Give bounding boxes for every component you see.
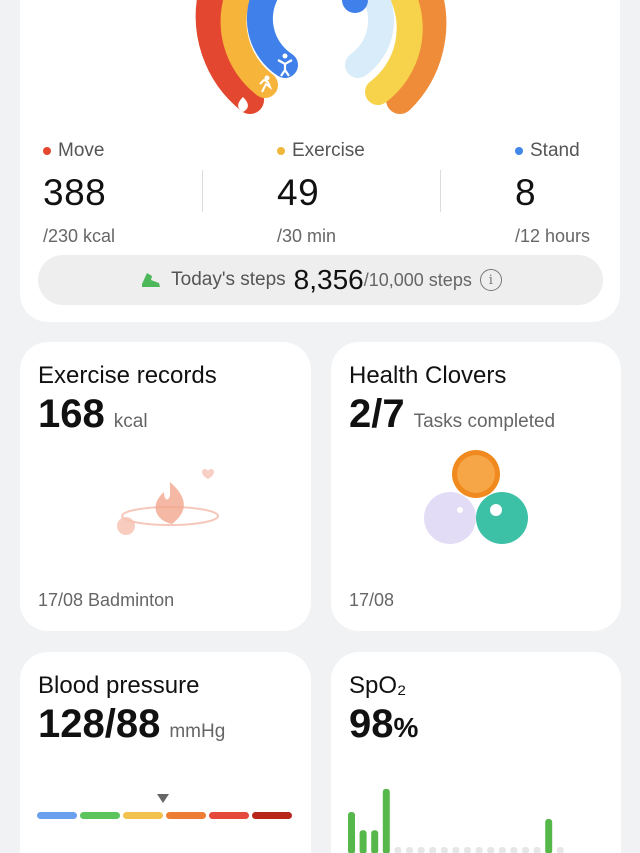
spo2-bar — [452, 847, 460, 853]
exercise-dot — [277, 147, 285, 155]
card-title: SpO₂ — [349, 672, 407, 699]
spo2-unit: % — [393, 712, 419, 743]
exercise-records-value: 168 — [38, 392, 105, 436]
info-icon[interactable]: i — [479, 269, 502, 291]
bp-segment — [209, 812, 249, 819]
spo2-bar — [440, 847, 448, 853]
bp-segment — [37, 812, 77, 819]
spo2-bar — [382, 788, 390, 853]
bp-segment — [166, 812, 206, 819]
exercise-value: 49 — [277, 172, 320, 213]
health-clovers-unit: Tasks completed — [413, 411, 556, 432]
health-clovers-footer: 17/08 — [349, 590, 395, 610]
steps-label: Today's steps — [171, 269, 286, 290]
spo2-bar — [522, 847, 529, 853]
divider — [440, 170, 441, 212]
spo2-bar — [510, 847, 518, 853]
divider — [202, 170, 203, 212]
flame-icon — [238, 97, 248, 112]
blood-pressure-card[interactable]: Blood pressure 128/88 mmHg — [20, 652, 311, 853]
spo2-bar — [556, 847, 564, 853]
activity-rings[interactable] — [0, 0, 640, 130]
steps-total: /10,000 steps — [363, 269, 472, 290]
steps-value: 8,356 — [293, 264, 364, 295]
shoe-icon — [142, 273, 161, 287]
spo2-bar — [371, 830, 379, 853]
exercise-goal: /30 min — [277, 226, 337, 246]
exercise-ring-right — [365, 0, 423, 105]
spo2-bar — [498, 847, 506, 853]
blood-pressure-unit: mmHg — [169, 721, 226, 742]
move-dot — [43, 147, 51, 155]
health-clovers-value: 2/7 — [349, 392, 405, 436]
spo2-bar — [348, 812, 355, 853]
runner-icon — [259, 75, 273, 93]
spo2-card[interactable]: SpO₂ 98% — [331, 652, 621, 853]
blood-pressure-value: 128/88 — [38, 702, 161, 746]
spo2-bar — [545, 819, 553, 853]
spo2-bar — [394, 847, 402, 853]
steps-pill[interactable]: Today's steps 8,356 /10,000 steps i — [38, 255, 603, 305]
spo2-value: 98 — [349, 702, 394, 746]
spo2-bar — [417, 847, 425, 853]
stand-goal: /12 hours — [515, 226, 591, 246]
blood-pressure-range-bar — [37, 794, 292, 819]
bp-segment — [123, 812, 163, 819]
card-title: Exercise records — [38, 362, 217, 389]
move-label: Move — [58, 140, 105, 161]
stand-label: Stand — [530, 140, 580, 161]
bp-marker — [157, 794, 169, 803]
bp-segment — [252, 812, 292, 819]
stand-ring-right — [345, 0, 395, 78]
bp-segment — [80, 812, 120, 819]
spo2-bar — [429, 847, 437, 853]
exercise-records-card[interactable]: Exercise records 168 kcal 17/08 Badminton — [20, 342, 311, 631]
health-clovers-card[interactable]: Health Clovers 2/7 Tasks completed 17/08 — [331, 342, 621, 631]
flame-icon — [117, 469, 219, 535]
spo2-bar — [533, 847, 541, 853]
stand-stat[interactable]: Stand 8 /12 hours — [515, 140, 590, 247]
move-stat[interactable]: Move 388 /230 kcal — [43, 140, 115, 247]
spo2-bar — [487, 847, 495, 853]
move-ring-track — [195, 0, 264, 114]
exercise-label: Exercise — [292, 140, 365, 161]
exercise-records-unit: kcal — [113, 411, 148, 432]
stand-ring-head — [342, 0, 368, 13]
move-goal: /230 kcal — [43, 226, 116, 246]
standing-person-icon — [277, 53, 293, 77]
exercise-stat[interactable]: Exercise 49 /30 min — [277, 140, 365, 247]
stand-dot — [515, 147, 523, 155]
clover-icon — [424, 450, 528, 544]
spo2-bar-chart — [348, 788, 564, 853]
spo2-bar — [475, 847, 483, 853]
exercise-ring — [220, 0, 278, 98]
exercise-records-footer: 17/08 Badminton — [38, 590, 175, 610]
stand-ring — [246, 0, 298, 78]
stand-value: 8 — [515, 172, 537, 213]
spo2-bar — [406, 847, 413, 853]
card-title: Blood pressure — [38, 672, 200, 699]
move-ring-right — [386, 0, 447, 114]
card-title: Health Clovers — [349, 362, 507, 389]
spo2-bar — [464, 847, 471, 853]
spo2-bar — [359, 830, 367, 853]
move-value: 388 — [43, 172, 107, 213]
